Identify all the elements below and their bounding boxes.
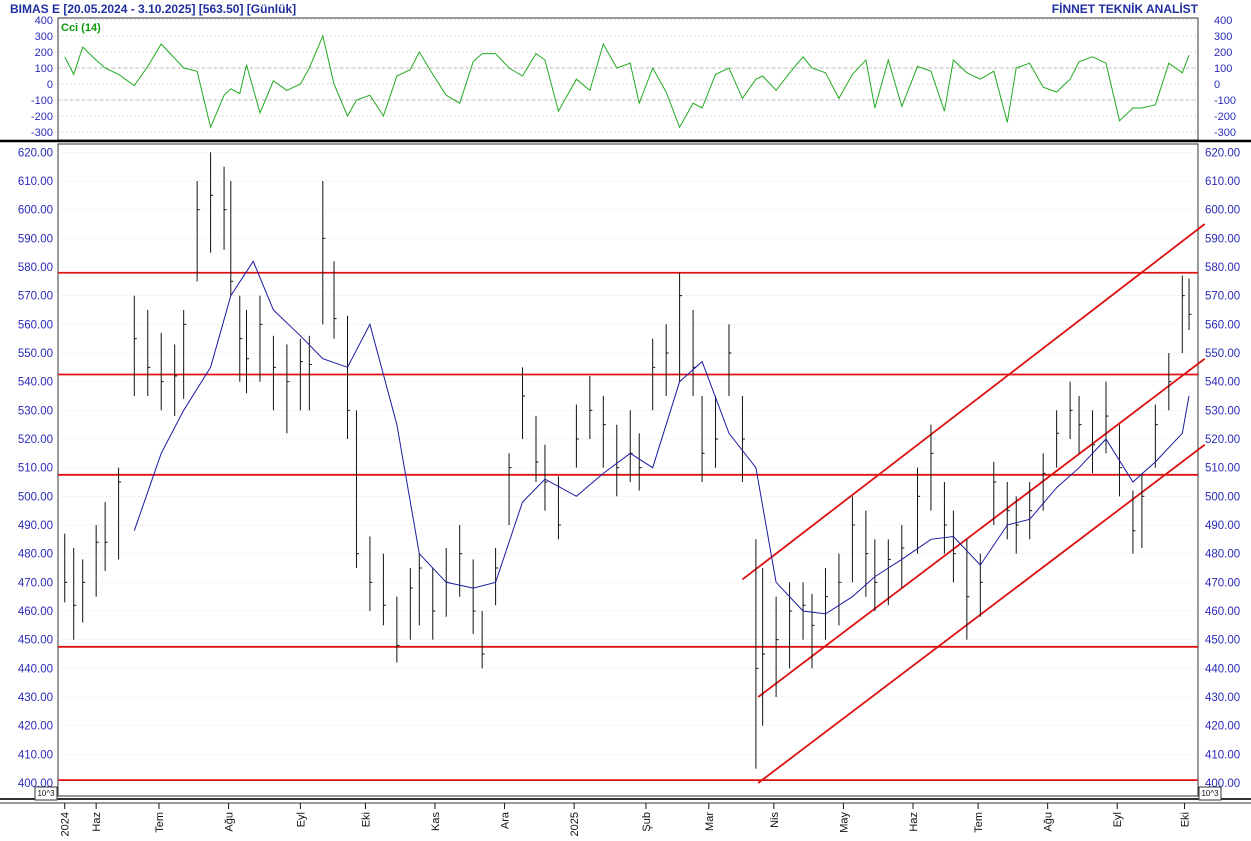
price-y-tick-label-left: 540.00 [18,377,53,389]
x-tick-label: May [838,812,850,833]
price-y-tick-label-left: 520.00 [18,434,53,446]
price-y-tick-label-right: 530.00 [1205,405,1240,417]
price-y-tick-label-left: 450.00 [18,635,53,647]
trend-channel-line [757,444,1206,784]
brand-label: FİNNET TEKNİK ANALİST [1052,1,1199,16]
price-y-tick-label-right: 460.00 [1205,606,1240,618]
unit-label-left: 10^3 [37,789,55,798]
cci-y-tick-label-right: 100 [1214,63,1232,75]
price-y-tick-label-left: 400.00 [18,778,53,790]
x-tick-label: Şub [641,812,653,832]
x-tick-label: Haz [91,812,103,832]
cci-y-tick-label-left: 100 [35,63,53,75]
cci-title: Cci (14) [61,22,101,34]
cci-y-tick-label-left: 0 [47,79,53,91]
price-y-tick-label-left: 470.00 [18,577,53,589]
cci-y-tick-label-left: 200 [35,47,53,59]
cci-y-tick-label-right: 300 [1214,31,1232,43]
chart-title: BIMAS E [20.05.2024 - 3.10.2025] [563.50… [10,2,296,16]
price-y-tick-label-left: 570.00 [18,291,53,303]
trend-channel-line [741,223,1206,581]
cci-y-tick-label-right: 0 [1214,79,1220,91]
cci-y-tick-label-left: -200 [31,111,53,123]
price-y-tick-label-left: 410.00 [18,749,53,761]
price-y-tick-label-right: 440.00 [1205,663,1240,675]
x-tick-label: Ağu [224,812,236,832]
cci-y-tick-label-left: 300 [35,31,53,43]
x-tick-label: Kas [430,812,442,831]
trend-channel-line [757,358,1206,698]
x-tick-label: Haz [908,812,920,832]
cci-y-tick-label-left: -100 [31,95,53,107]
x-tick-label: Nis [769,812,781,828]
price-y-tick-label-left: 560.00 [18,319,53,331]
price-y-tick-label-right: 430.00 [1205,692,1240,704]
unit-box-right [1198,786,1222,801]
price-y-tick-label-left: 460.00 [18,606,53,618]
moving-average-line [133,260,1190,615]
price-y-tick-label-right: 490.00 [1205,520,1240,532]
x-tick-label: Eyl [1112,812,1124,827]
price-y-tick-label-right: 410.00 [1205,749,1240,761]
x-tick-label: Eki [1180,812,1192,827]
cci-y-tick-label-left: 400 [35,15,53,27]
price-y-tick-label-left: 430.00 [18,692,53,704]
cci-line [64,34,1190,129]
price-y-tick-label-left: 580.00 [18,262,53,274]
cci-y-tick-label-right: -200 [1214,111,1236,123]
x-tick-label: Ara [500,811,512,829]
price-y-tick-label-left: 480.00 [18,549,53,561]
cci-y-tick-label-left: -300 [31,127,53,139]
cci-y-tick-label-right: 200 [1214,47,1232,59]
price-y-tick-label-left: 550.00 [18,348,53,360]
cci-y-tick-label-right: -300 [1214,127,1236,139]
price-panel [57,143,1199,797]
x-tick-label: Eki [360,812,372,827]
price-y-tick-label-right: 580.00 [1205,262,1240,274]
price-y-tick-label-left: 530.00 [18,405,53,417]
price-y-tick-label-right: 510.00 [1205,463,1240,475]
price-y-tick-label-left: 590.00 [18,233,53,245]
price-y-tick-label-left: 510.00 [18,463,53,475]
cci-y-tick-label-right: 400 [1214,15,1232,27]
price-y-tick-label-right: 540.00 [1205,377,1240,389]
x-tick-label: Ağu [1043,812,1055,832]
price-y-tick-label-right: 610.00 [1205,176,1240,188]
price-y-tick-label-right: 400.00 [1205,778,1240,790]
price-y-tick-label-right: 480.00 [1205,549,1240,561]
unit-label-right: 10^3 [1201,789,1219,798]
x-tick-label: Tem [154,812,166,833]
price-y-tick-label-right: 560.00 [1205,319,1240,331]
x-tick-label: 2025 [569,812,581,836]
price-y-tick-label-right: 420.00 [1205,721,1240,733]
x-tick-label: Eyl [295,812,307,827]
price-y-tick-label-left: 500.00 [18,491,53,503]
price-y-tick-label-left: 600.00 [18,205,53,217]
price-y-tick-label-right: 620.00 [1205,147,1240,159]
price-y-tick-label-right: 550.00 [1205,348,1240,360]
price-y-tick-label-left: 610.00 [18,176,53,188]
price-y-tick-label-right: 470.00 [1205,577,1240,589]
price-y-tick-label-left: 440.00 [18,663,53,675]
price-y-tick-label-left: 490.00 [18,520,53,532]
price-y-tick-label-right: 500.00 [1205,491,1240,503]
price-y-tick-label-left: 620.00 [18,147,53,159]
cci-y-tick-label-right: -100 [1214,95,1236,107]
price-y-tick-label-right: 570.00 [1205,291,1240,303]
price-y-tick-label-right: 600.00 [1205,205,1240,217]
x-tick-label: Mar [704,812,716,831]
price-y-tick-label-right: 590.00 [1205,233,1240,245]
price-y-tick-label-right: 520.00 [1205,434,1240,446]
x-tick-label: 2024 [60,812,72,836]
price-y-tick-label-right: 450.00 [1205,635,1240,647]
x-tick-label: Tem [973,812,985,833]
unit-box-left [34,786,58,801]
price-y-tick-label-left: 420.00 [18,721,53,733]
